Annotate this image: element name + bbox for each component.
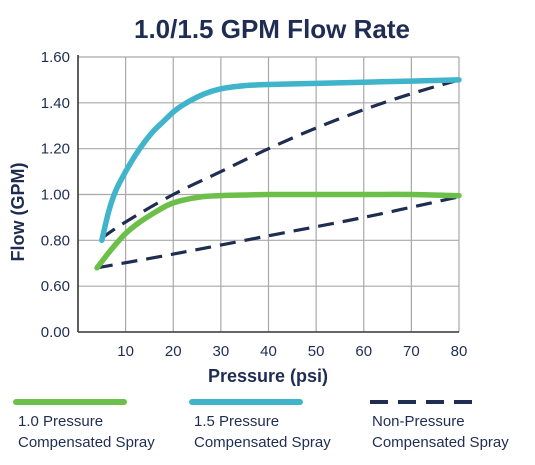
series-line-non-pressure-compensated — [100, 78, 460, 240]
y-tick-label: 1.60 — [41, 49, 70, 66]
y-tick-label: 1.20 — [41, 141, 70, 158]
y-tick-label: 1.40 — [41, 95, 70, 112]
legend-item: 1.0 Pressure Compensated Spray — [13, 399, 155, 451]
legend-label: Compensated Spray — [372, 434, 509, 451]
legend-item: Non-Pressure Compensated Spray — [370, 400, 509, 451]
series-line-1-0-gpm — [94, 191, 462, 271]
legend-label: Compensated Spray — [194, 434, 331, 451]
x-tick-label: 80 — [451, 343, 468, 360]
y-tick-label: 0.00 — [41, 324, 70, 341]
x-axis-label: Pressure (psi) — [208, 366, 328, 386]
y-axis-label: Flow (GPM) — [8, 163, 28, 262]
y-tick-label: 1.00 — [41, 187, 70, 204]
y-tick-label: 0.80 — [41, 232, 70, 249]
x-tick-label: 70 — [403, 343, 420, 360]
legend-label: 1.5 Pressure — [194, 413, 279, 430]
y-tick-label: 0.60 — [41, 278, 70, 295]
legend-label: Compensated Spray — [18, 434, 155, 451]
plot-series — [94, 77, 462, 271]
x-tick-label: 50 — [308, 343, 325, 360]
legend-label: 1.0 Pressure — [18, 413, 103, 430]
x-tick-label: 40 — [260, 343, 277, 360]
axes: 0.00 0.60 0.80 1.00 1.20 1.40 1.60 10 20 30 40 50 60… — [41, 49, 468, 360]
x-tick-label: 10 — [117, 343, 134, 360]
legend-item: 1.5 Pressure Compensated Spray — [189, 399, 331, 451]
x-tick-label: 20 — [165, 343, 182, 360]
x-tick-label: 60 — [355, 343, 372, 360]
legend-label: Non-Pressure — [372, 413, 465, 430]
series-line-non-pressure-compensated — [96, 195, 460, 270]
chart-title: 1.0/1.5 GPM Flow Rate — [134, 14, 410, 44]
series-line-1-5-gpm — [99, 77, 462, 244]
x-tick-label: 30 — [213, 343, 230, 360]
